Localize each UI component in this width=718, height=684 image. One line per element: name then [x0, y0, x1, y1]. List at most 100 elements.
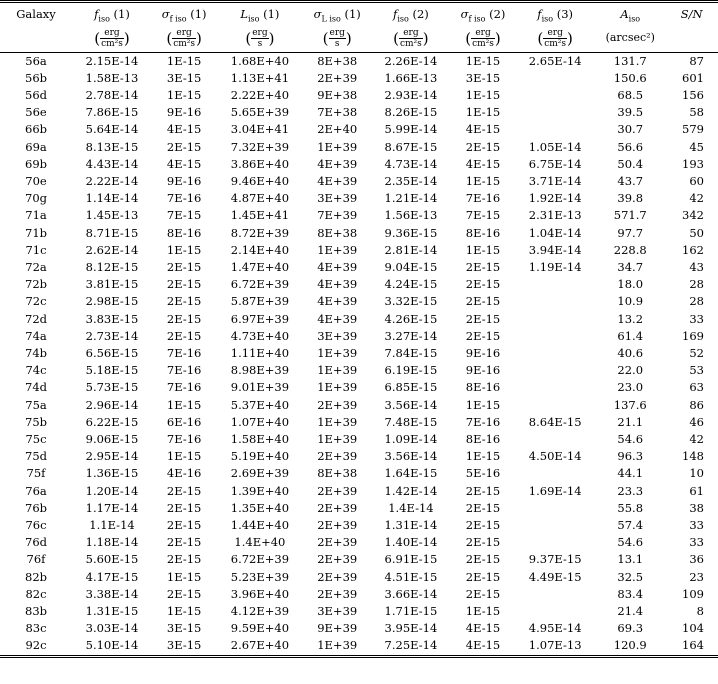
table-cell: 32.5 [617, 569, 644, 584]
table-cell: 1E+39 [317, 431, 358, 446]
unit-fraction: erg cm²s [100, 28, 124, 49]
data-table-container: Galaxy fiso (1) σf iso (1) Liso (1) σL iso (… [0, 0, 718, 658]
table-cell: 4E-15 [166, 156, 202, 171]
table-cell: 4.87E+40 [230, 191, 290, 206]
table-cell: 156 [682, 87, 704, 102]
table-cell: 2E-15 [166, 500, 202, 515]
table-cell: 9.37E-15 [528, 552, 582, 567]
table-cell: 1.92E-14 [528, 191, 582, 206]
galaxy-name-cell: 76b [25, 500, 47, 515]
table-cell: 9.36E-15 [384, 225, 438, 240]
paren-open: ( [166, 29, 173, 47]
table-cell: 2E-15 [166, 139, 202, 154]
table-cell: 7E-16 [465, 191, 501, 206]
table-cell [515, 603, 595, 620]
table-cell: 8E-16 [465, 431, 501, 446]
table-cell: 2E-15 [465, 277, 501, 292]
table-cell: 2E-15 [465, 294, 501, 309]
column-index: (1) [259, 7, 280, 21]
table-cell: 2E-15 [465, 569, 501, 584]
column-index: (3) [553, 7, 573, 21]
table-cell: 69.3 [617, 621, 644, 636]
table-row: 69b 4.43E-14 4E-15 3.86E+40 4E+39 4.73E-14 4E-… [0, 156, 718, 173]
table-cell: 109 [682, 586, 704, 601]
table-cell: 42 [689, 431, 704, 446]
table-cell: 3E-15 [166, 621, 202, 636]
table-cell: 4E+39 [317, 277, 358, 292]
galaxy-name-cell: 76d [25, 535, 47, 550]
table-cell: 3.96E+40 [230, 586, 290, 601]
table-cell: 3.86E+40 [230, 156, 290, 171]
table-cell: 2E-15 [166, 259, 202, 274]
table-row: 56b 1.58E-13 3E-15 1.13E+41 2E+39 1.66E-13 3E-… [0, 70, 718, 87]
galaxy-name-cell: 69b [25, 156, 47, 171]
galaxy-name-cell: 74c [25, 363, 47, 378]
unit-numerator: erg [328, 27, 346, 39]
table-cell: 3E-15 [465, 70, 501, 85]
table-cell: 9E-16 [166, 105, 202, 120]
column-header: Aiso [595, 0, 666, 28]
table-cell: 4.51E-15 [384, 569, 438, 584]
table-cell: 5.60E-15 [85, 552, 139, 567]
table-cell: 9.01E+39 [230, 380, 290, 395]
table-cell: 148 [682, 449, 704, 464]
table-cell: 38 [689, 500, 704, 515]
table-cell: 4E-15 [465, 156, 501, 171]
table-cell: 1.20E-14 [85, 483, 139, 498]
table-cell: 1.35E+40 [230, 500, 290, 515]
table-cell: 50 [689, 225, 704, 240]
table-cell [515, 586, 595, 603]
column-symbol: σ [313, 7, 322, 21]
table-cell: 3.32E-15 [384, 294, 438, 309]
table-cell: 2E+39 [317, 483, 358, 498]
table-row: 66b 5.64E-14 4E-15 3.04E+41 2E+40 5.99E-14 4E-… [0, 121, 718, 138]
table-cell: 8E-16 [465, 380, 501, 395]
table-cell: 601 [682, 70, 704, 85]
table-cell: 23.3 [617, 483, 644, 498]
table-cell: 2E-15 [166, 277, 202, 292]
table-cell: 4.73E+40 [230, 328, 290, 343]
table-cell: 43.7 [617, 173, 644, 188]
table-cell: 50.4 [617, 156, 644, 171]
table-cell: 169 [682, 328, 704, 343]
table-cell: 3.56E-14 [384, 449, 438, 464]
column-unit [0, 27, 72, 53]
table-row: 83b 1.31E-15 1E-15 4.12E+39 3E+39 1.71E-15 1E-… [0, 603, 718, 620]
unit-fraction: erg cm²s [543, 28, 568, 49]
table-cell: 2E-15 [465, 328, 501, 343]
paren-close: ) [123, 29, 130, 47]
galaxy-name-cell: 71b [25, 225, 47, 240]
paren-close: ) [345, 29, 352, 47]
table-row: 71a 1.45E-13 7E-15 1.45E+41 7E+39 1.56E-13 7E-… [0, 207, 718, 224]
table-cell: 2E-15 [166, 586, 202, 601]
galaxy-name-cell: 72c [25, 294, 47, 309]
table-cell: 5.23E+39 [230, 569, 290, 584]
table-cell: 1.05E-14 [528, 139, 582, 154]
column-subscript: f iso [468, 14, 486, 24]
table-body: 56a 2.15E-14 1E-15 1.68E+40 8E+38 2.26E-14 1E-… [0, 52, 718, 658]
table-row: 72a 8.12E-15 2E-15 1.47E+40 4E+39 9.04E-15 2E-… [0, 259, 718, 276]
table-cell: 2E-15 [465, 259, 501, 274]
table-cell: 8.72E+39 [230, 225, 290, 240]
galaxy-name-cell: 70g [25, 191, 47, 206]
unit-numerator: erg [543, 28, 568, 39]
table-row: 56e 7.86E-15 9E-16 5.65E+39 7E+38 8.26E-15 1E-… [0, 104, 718, 121]
table-cell: 34.7 [617, 259, 644, 274]
table-cell: 5E-16 [465, 466, 501, 481]
table-cell: 1E+39 [317, 139, 358, 154]
table-cell: 7E-16 [166, 380, 202, 395]
table-row: 75f 1.36E-15 4E-16 2.69E+39 8E+38 1.64E-15 5E-… [0, 465, 718, 482]
table-cell [515, 87, 595, 104]
table-cell: 1E-15 [465, 105, 501, 120]
table-cell: 1.1E-14 [89, 517, 135, 532]
column-header: σL iso (1) [303, 0, 371, 28]
paren-open: ( [94, 29, 101, 47]
table-cell: 97.7 [617, 225, 644, 240]
table-cell: 2E+39 [317, 397, 358, 412]
table-row: 82c 3.38E-14 2E-15 3.96E+40 2E+39 3.66E-14 2E-… [0, 586, 718, 603]
column-header: fiso (1) [72, 0, 152, 28]
galaxy-name-cell: 74b [25, 345, 47, 360]
table-cell: 6.19E-15 [384, 363, 438, 378]
table-cell: 2.14E+40 [230, 242, 290, 257]
table-row: 72c 2.98E-15 2E-15 5.87E+39 4E+39 3.32E-15 2E-… [0, 293, 718, 310]
